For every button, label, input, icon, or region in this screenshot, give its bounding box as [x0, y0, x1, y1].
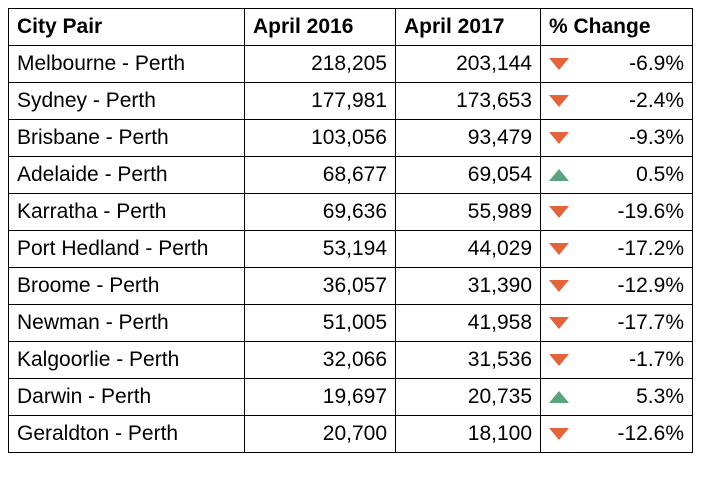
table-row: Sydney - Perth 177,981 173,653 -2.4% — [8, 82, 693, 120]
percent-change-value: -17.2% — [617, 237, 684, 260]
percent-change-value: -2.4% — [629, 89, 684, 112]
header-row: City Pair April 2016 April 2017 % Change — [8, 8, 693, 46]
percent-change-cell: -9.3% — [540, 119, 693, 157]
april-2017-cell: 93,479 — [395, 119, 541, 157]
april-2016-cell: 103,056 — [244, 119, 396, 157]
triangle-down-icon — [549, 58, 569, 70]
triangle-down-icon — [549, 428, 569, 440]
percent-change-cell: -17.7% — [540, 304, 693, 342]
triangle-up-icon — [549, 391, 569, 403]
table-body: Melbourne - Perth 218,205 203,144 -6.9% Sydn… — [8, 45, 693, 453]
april-2016-cell: 177,981 — [244, 82, 396, 120]
percent-change-wrapper: -6.9% — [549, 47, 684, 82]
city-pair-cell: Broome - Perth — [8, 267, 245, 305]
triangle-down-icon — [549, 280, 569, 292]
percent-change-wrapper: 5.3% — [549, 380, 684, 415]
percent-change-cell: -12.9% — [540, 267, 693, 305]
table-row: Newman - Perth 51,005 41,958 -17.7% — [8, 304, 693, 342]
header-percent-change: % Change — [540, 8, 693, 46]
table-row: Broome - Perth 36,057 31,390 -12.9% — [8, 267, 693, 305]
april-2016-cell: 53,194 — [244, 230, 396, 268]
triangle-down-icon — [549, 206, 569, 218]
city-pair-table: City Pair April 2016 April 2017 % Change… — [8, 8, 693, 453]
table-row: Darwin - Perth 19,697 20,735 5.3% — [8, 378, 693, 416]
table-row: Adelaide - Perth 68,677 69,054 0.5% — [8, 156, 693, 194]
city-pair-cell: Brisbane - Perth — [8, 119, 245, 157]
percent-change-wrapper: -17.7% — [549, 306, 684, 341]
city-pair-cell: Adelaide - Perth — [8, 156, 245, 194]
april-2017-cell: 20,735 — [395, 378, 541, 416]
april-2017-cell: 69,054 — [395, 156, 541, 194]
table-row: Brisbane - Perth 103,056 93,479 -9.3% — [8, 119, 693, 157]
percent-change-cell: -19.6% — [540, 193, 693, 231]
percent-change-value: -12.6% — [617, 422, 684, 445]
percent-change-wrapper: -9.3% — [549, 121, 684, 156]
april-2016-cell: 218,205 — [244, 45, 396, 83]
city-pair-cell: Kalgoorlie - Perth — [8, 341, 245, 379]
percent-change-value: -17.7% — [617, 311, 684, 334]
april-2016-cell: 20,700 — [244, 415, 396, 453]
april-2016-cell: 51,005 — [244, 304, 396, 342]
april-2017-cell: 31,536 — [395, 341, 541, 379]
april-2017-cell: 55,989 — [395, 193, 541, 231]
percent-change-cell: -1.7% — [540, 341, 693, 379]
percent-change-cell: -6.9% — [540, 45, 693, 83]
percent-change-value: -19.6% — [617, 200, 684, 223]
april-2017-cell: 173,653 — [395, 82, 541, 120]
percent-change-cell: 0.5% — [540, 156, 693, 194]
city-pair-cell: Darwin - Perth — [8, 378, 245, 416]
table-row: Kalgoorlie - Perth 32,066 31,536 -1.7% — [8, 341, 693, 379]
triangle-down-icon — [549, 132, 569, 144]
header-april-2016: April 2016 — [244, 8, 396, 46]
april-2016-cell: 19,697 — [244, 378, 396, 416]
percent-change-cell: -17.2% — [540, 230, 693, 268]
triangle-up-icon — [549, 169, 569, 181]
april-2017-cell: 203,144 — [395, 45, 541, 83]
table-row: Karratha - Perth 69,636 55,989 -19.6% — [8, 193, 693, 231]
percent-change-value: -1.7% — [629, 348, 684, 371]
april-2016-cell: 32,066 — [244, 341, 396, 379]
city-pair-cell: Geraldton - Perth — [8, 415, 245, 453]
percent-change-cell: -12.6% — [540, 415, 693, 453]
table-row: Port Hedland - Perth 53,194 44,029 -17.2% — [8, 230, 693, 268]
percent-change-wrapper: -12.9% — [549, 269, 684, 304]
percent-change-value: 5.3% — [636, 385, 684, 408]
april-2016-cell: 68,677 — [244, 156, 396, 194]
april-2017-cell: 41,958 — [395, 304, 541, 342]
city-pair-cell: Newman - Perth — [8, 304, 245, 342]
percent-change-wrapper: -2.4% — [549, 84, 684, 119]
percent-change-value: -9.3% — [629, 126, 684, 149]
percent-change-value: 0.5% — [636, 163, 684, 186]
april-2017-cell: 44,029 — [395, 230, 541, 268]
table-row: Melbourne - Perth 218,205 203,144 -6.9% — [8, 45, 693, 83]
april-2016-cell: 36,057 — [244, 267, 396, 305]
percent-change-cell: 5.3% — [540, 378, 693, 416]
header-april-2017: April 2017 — [395, 8, 541, 46]
city-pair-cell: Melbourne - Perth — [8, 45, 245, 83]
percent-change-wrapper: -1.7% — [549, 343, 684, 378]
april-2017-cell: 31,390 — [395, 267, 541, 305]
percent-change-value: -12.9% — [617, 274, 684, 297]
header-city-pair: City Pair — [8, 8, 245, 46]
percent-change-wrapper: -17.2% — [549, 232, 684, 267]
table-row: Geraldton - Perth 20,700 18,100 -12.6% — [8, 415, 693, 453]
city-pair-cell: Karratha - Perth — [8, 193, 245, 231]
percent-change-wrapper: -12.6% — [549, 417, 684, 452]
city-pair-cell: Port Hedland - Perth — [8, 230, 245, 268]
percent-change-wrapper: -19.6% — [549, 195, 684, 230]
triangle-down-icon — [549, 95, 569, 107]
percent-change-cell: -2.4% — [540, 82, 693, 120]
triangle-down-icon — [549, 243, 569, 255]
percent-change-value: -6.9% — [629, 52, 684, 75]
triangle-down-icon — [549, 317, 569, 329]
april-2016-cell: 69,636 — [244, 193, 396, 231]
city-pair-cell: Sydney - Perth — [8, 82, 245, 120]
april-2017-cell: 18,100 — [395, 415, 541, 453]
percent-change-wrapper: 0.5% — [549, 158, 684, 193]
triangle-down-icon — [549, 354, 569, 366]
